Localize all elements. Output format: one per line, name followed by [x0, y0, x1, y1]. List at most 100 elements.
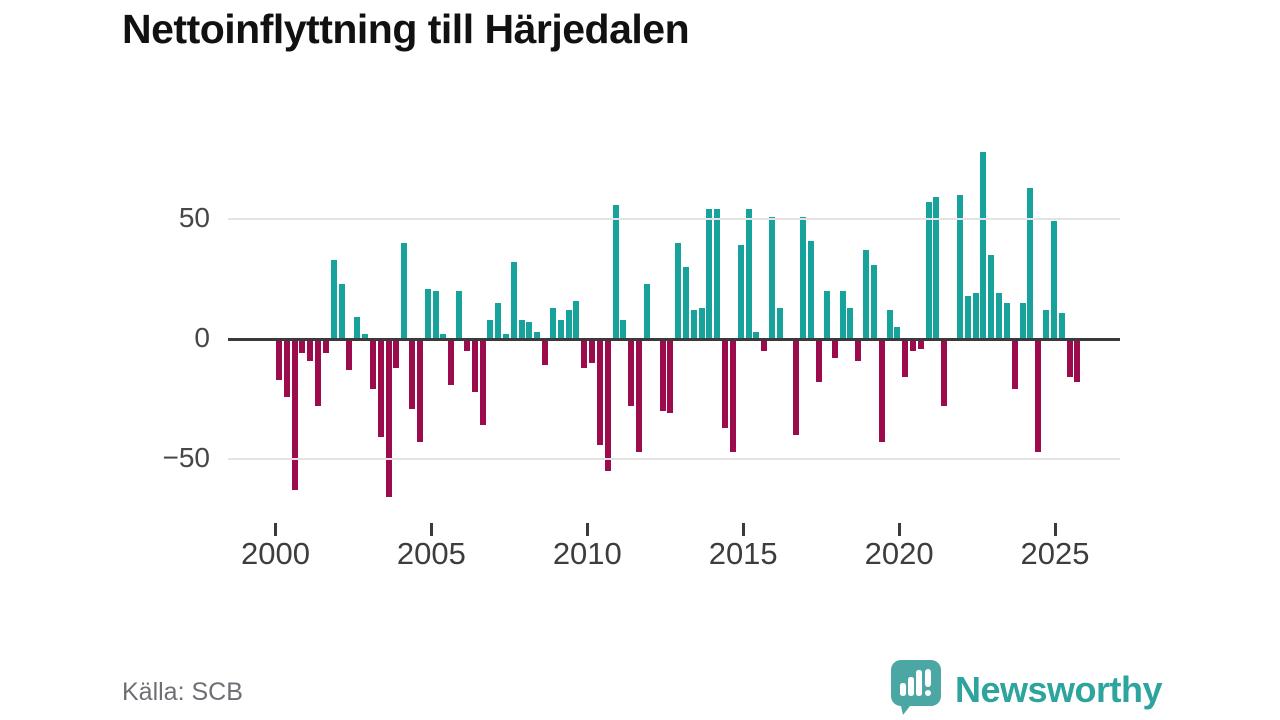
bar-chart-speech-bubble-icon	[890, 660, 941, 720]
chart-title: Nettoinflyttning till Härjedalen	[122, 6, 690, 52]
x-tick-mark	[897, 523, 901, 536]
x-tick-mark	[1053, 523, 1057, 536]
bar	[573, 300, 579, 339]
bar	[589, 339, 595, 363]
bar	[276, 339, 282, 380]
bar	[918, 339, 924, 349]
bar	[448, 339, 454, 385]
bar	[871, 264, 877, 339]
bar	[1027, 187, 1033, 339]
bar	[307, 339, 313, 361]
bar	[409, 339, 415, 409]
bar	[425, 288, 431, 339]
bar	[980, 151, 986, 339]
bar	[1059, 312, 1065, 339]
bar	[863, 250, 869, 339]
bar	[973, 293, 979, 339]
bar	[393, 339, 399, 368]
bar	[660, 339, 666, 411]
bar	[534, 331, 540, 339]
bar	[667, 339, 673, 414]
x-tick-label: 2025	[1020, 536, 1090, 571]
bar	[299, 339, 305, 354]
bar	[894, 327, 900, 339]
bar	[284, 339, 290, 397]
bar	[800, 216, 806, 339]
bar	[910, 339, 916, 351]
x-tick-label: 2020	[864, 536, 934, 571]
bar	[738, 245, 744, 339]
newsworthy-logo-text: Newsworthy	[954, 669, 1163, 710]
bar	[636, 339, 642, 452]
bar	[487, 319, 493, 339]
bar	[558, 319, 564, 339]
bar	[480, 339, 486, 426]
bar	[675, 243, 681, 339]
bar	[472, 339, 478, 392]
bar	[816, 339, 822, 383]
bar	[1020, 303, 1026, 339]
bar	[550, 307, 556, 339]
bar	[824, 291, 830, 339]
bar	[433, 291, 439, 339]
bar	[605, 339, 611, 471]
gridline	[228, 458, 1120, 460]
bar	[566, 310, 572, 339]
bar	[292, 339, 298, 491]
bar	[1051, 221, 1057, 339]
bar	[620, 319, 626, 339]
bar	[933, 197, 939, 339]
bar	[832, 339, 838, 359]
bar	[808, 240, 814, 339]
bar	[613, 204, 619, 339]
bar	[464, 339, 470, 351]
y-tick-label: −50	[162, 442, 211, 473]
bar	[597, 339, 603, 445]
bar	[362, 334, 368, 339]
bar	[1074, 339, 1080, 383]
bar	[386, 339, 392, 498]
x-tick-label: 2015	[708, 536, 778, 571]
bar	[331, 259, 337, 339]
bar	[378, 339, 384, 438]
gridline	[228, 218, 1120, 220]
bar	[847, 307, 853, 339]
bar	[519, 319, 525, 339]
bar	[793, 339, 799, 435]
bar	[691, 310, 697, 339]
bar	[722, 339, 728, 428]
bar	[440, 334, 446, 339]
bar	[315, 339, 321, 407]
x-tick-label: 2005	[396, 536, 466, 571]
bar	[456, 291, 462, 339]
bar	[644, 283, 650, 339]
newsworthy-logo: Newsworthy	[890, 660, 1163, 720]
bar	[706, 209, 712, 339]
bar	[370, 339, 376, 390]
bar	[902, 339, 908, 378]
bar	[926, 202, 932, 339]
x-tick-mark	[429, 523, 433, 536]
bar	[988, 255, 994, 339]
bar	[1035, 339, 1041, 452]
bar	[1067, 339, 1073, 378]
bar	[957, 195, 963, 339]
bar	[1012, 339, 1018, 390]
x-tick-mark	[585, 523, 589, 536]
bar	[746, 209, 752, 339]
bar	[581, 339, 587, 368]
bar	[401, 243, 407, 339]
bar	[699, 307, 705, 339]
bar	[323, 339, 329, 354]
y-tick-label: 50	[178, 202, 210, 233]
bar	[628, 339, 634, 407]
bar	[542, 339, 548, 366]
x-tick-label: 2010	[552, 536, 622, 571]
bar	[840, 291, 846, 339]
bar	[941, 339, 947, 407]
bar	[417, 339, 423, 443]
x-tick-mark	[274, 523, 277, 536]
bar	[1043, 310, 1049, 339]
bar	[339, 283, 345, 339]
